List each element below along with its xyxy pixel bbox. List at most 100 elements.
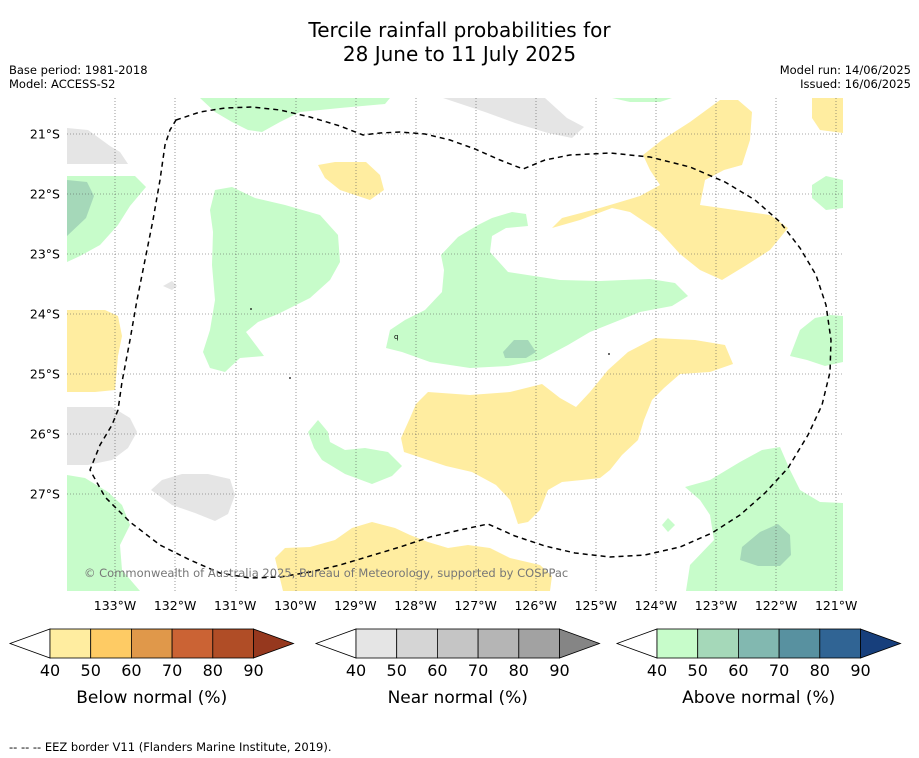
- colorbar-segment: [90, 628, 132, 659]
- colorbar-segment: [130, 628, 173, 659]
- above-strong-central: [503, 340, 536, 358]
- map-dot: [289, 377, 291, 379]
- above-region-south-central: [308, 420, 402, 484]
- colorbar-label: Near normal (%): [388, 688, 528, 708]
- above-normal-regions: [67, 98, 843, 591]
- above-region-top-right: [612, 98, 672, 102]
- x-tick-label: 126°W: [514, 598, 556, 613]
- colorbar-over-extend: [559, 628, 601, 659]
- issued-date: Issued: 16/06/2025: [800, 77, 911, 91]
- colorbar-near: 40 50 60 70 80 90 Near normal (%): [314, 628, 601, 708]
- map-area: q © Commonwealth of Australia 2025, Bure…: [67, 98, 843, 591]
- below-region-west: [67, 310, 122, 392]
- near-normal-regions: [67, 98, 584, 521]
- below-region-central: [401, 338, 733, 524]
- model-name: Model: ACCESS-S2: [9, 77, 116, 91]
- chart-title: Tercile rainfall probabilities for 28 Ju…: [0, 18, 919, 66]
- colorbar-under-extend: [8, 628, 51, 659]
- x-tick-label: 130°W: [274, 598, 316, 613]
- colorbar-tick-label: 80: [810, 661, 830, 680]
- colorbar-segment: [738, 628, 780, 659]
- above-region-right-mid: [790, 315, 843, 366]
- colorbar-over-extend: [253, 628, 295, 659]
- below-region-north: [318, 162, 384, 200]
- colorbar-tick-label: 70: [468, 661, 488, 680]
- colorbar-segment: [477, 628, 520, 659]
- x-tick-label: 123°W: [695, 598, 737, 613]
- colorbar-under-extend: [615, 628, 658, 659]
- x-tick-label: 133°W: [94, 598, 136, 613]
- near-region-dot: [163, 281, 177, 290]
- title-line-1: Tercile rainfall probabilities for: [308, 18, 611, 42]
- x-axis-ticks: 133°W 132°W 131°W 130°W 129°W 128°W 127°W 126°W…: [94, 598, 858, 613]
- map-dot: [608, 353, 610, 355]
- near-region-left-top: [67, 128, 128, 164]
- colorbar-tick-label: 70: [769, 661, 789, 680]
- contour-mark: q: [394, 333, 398, 341]
- colorbar-tick-label: 40: [40, 661, 60, 680]
- y-tick-label: 26°S: [30, 427, 60, 442]
- colorbar-tick-label: 60: [728, 661, 748, 680]
- meta-left: Base period: 1981-2018 Model: ACCESS-S2: [9, 63, 148, 91]
- colorbar-label: Above normal (%): [682, 688, 835, 708]
- above-strong-south-east: [740, 524, 791, 566]
- above-region-right: [812, 176, 843, 210]
- y-tick-label: 27°S: [30, 487, 60, 502]
- above-region-dot: [662, 518, 675, 532]
- copyright-text: © Commonwealth of Australia 2025, Bureau…: [84, 566, 568, 580]
- colorbar-tick-label: 90: [549, 661, 569, 680]
- colorbar-segment: [436, 628, 479, 659]
- x-tick-label: 125°W: [575, 598, 617, 613]
- colorbars: 40 50 60 70 80 90 Below normal (%) 40 50 60 70 80 90…: [8, 628, 902, 708]
- near-region-left-bottom: [67, 407, 137, 465]
- base-period: Base period: 1981-2018: [9, 63, 148, 77]
- colorbar-tick-label: 90: [850, 661, 870, 680]
- near-region-top: [443, 98, 584, 138]
- title-line-2: 28 June to 11 July 2025: [342, 42, 577, 66]
- x-tick-label: 132°W: [154, 598, 196, 613]
- colorbar-tick-label: 50: [387, 661, 407, 680]
- eez-border: [89, 106, 832, 579]
- colorbar-tick-label: 50: [688, 661, 708, 680]
- y-tick-label: 24°S: [30, 307, 60, 322]
- colorbar-segment: [819, 628, 861, 659]
- colorbar-tick-label: 70: [162, 661, 182, 680]
- x-tick-label: 124°W: [635, 598, 677, 613]
- above-region-south-west: [67, 475, 140, 591]
- colorbar-above: 40 50 60 70 80 90 Above normal (%): [615, 628, 902, 708]
- model-run: Model run: 14/06/2025: [779, 63, 911, 77]
- x-tick-label: 121°W: [815, 598, 857, 613]
- x-tick-label: 131°W: [214, 598, 256, 613]
- colorbar-segment: [697, 628, 739, 659]
- colorbar-tick-label: 40: [647, 661, 667, 680]
- x-tick-label: 122°W: [755, 598, 797, 613]
- colorbar-segment: [355, 628, 398, 659]
- footer-note: -- -- -- EEZ border V11 (Flanders Marine…: [9, 740, 332, 754]
- colorbar-segment: [212, 628, 254, 659]
- colorbar-tick-label: 50: [81, 661, 101, 680]
- y-tick-label: 22°S: [30, 187, 60, 202]
- below-normal-regions: [67, 98, 843, 591]
- colorbar-tick-label: 90: [243, 661, 263, 680]
- below-region-north-east: [552, 100, 788, 280]
- colorbar-tick-label: 40: [346, 661, 366, 680]
- colorbar-label: Below normal (%): [76, 688, 227, 708]
- below-region-south: [275, 522, 552, 591]
- colorbar-below: 40 50 60 70 80 90 Below normal (%): [8, 628, 295, 708]
- colorbar-over-extend: [860, 628, 902, 659]
- colorbar-segment: [396, 628, 438, 659]
- above-region-central: [386, 212, 688, 368]
- above-region-west-central: [203, 187, 340, 372]
- map-dot: [250, 308, 252, 310]
- y-tick-label: 23°S: [30, 247, 60, 262]
- colorbar-segment: [49, 628, 92, 659]
- colorbar-under-extend: [314, 628, 357, 659]
- colorbar-segment: [778, 628, 821, 659]
- colorbar-segment: [656, 628, 699, 659]
- above-region-south-east: [685, 447, 843, 591]
- below-region-top-right: [812, 98, 843, 133]
- colorbar-tick-label: 80: [203, 661, 223, 680]
- y-axis-ticks: 21°S 22°S 23°S 24°S 25°S 26°S 27°S: [30, 127, 60, 502]
- x-tick-label: 127°W: [454, 598, 496, 613]
